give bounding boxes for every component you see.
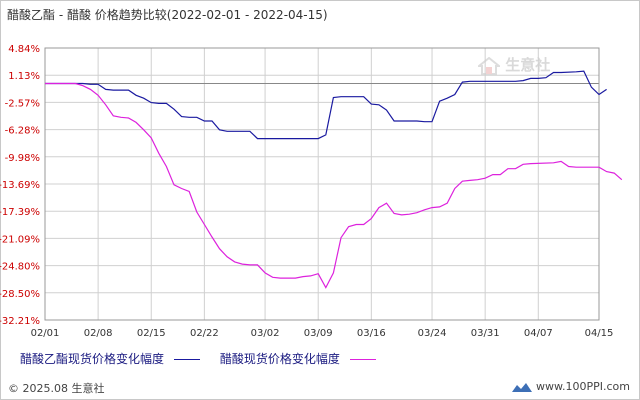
x-axis-ticks: 02/01 02/08 02/15 02/22 03/02 03/09 03/16 03/24… [31,328,614,339]
legend-item-series1: 醋酸乙酯现货价格变化幅度 [20,350,208,367]
x-tick-label: 04/07 [524,328,553,339]
x-tick-label: 02/22 [190,328,219,339]
y-tick-label: -28.50% [0,289,40,300]
watermark: 生意社 [478,54,550,75]
y-tick-label: 1.13% [8,71,40,82]
y-tick-label: -2.57% [5,98,40,109]
x-tick-label: 03/31 [471,328,500,339]
footer-site-url: www.100PPI.com [536,380,630,393]
house-logo-icon [478,56,500,75]
y-tick-label: -17.39% [0,207,40,218]
x-tick-label: 03/02 [251,328,280,339]
x-tick-label: 02/08 [84,328,113,339]
axes [44,47,600,321]
site-logo-icon [512,382,533,392]
y-tick-label: -21.09% [0,234,40,245]
x-tick-label: 04/15 [585,328,614,339]
y-tick-label: -13.69% [0,180,40,191]
series-lines [45,70,623,289]
y-tick-label: -24.80% [0,262,40,273]
y-tick-label: -32.21% [0,316,40,327]
x-tick-label: 03/24 [418,328,447,339]
chart-title: 醋酸乙酯 - 醋酸 价格趋势比较(2022-02-01 - 2022-04-15… [7,8,328,22]
legend-label-series2: 醋酸现货价格变化幅度 [219,352,340,366]
x-tick-label: 02/01 [31,328,60,339]
series-line-1 [45,70,607,140]
y-tick-label: 4.84% [8,44,40,55]
footer-site: www.100PPI.com [511,380,630,393]
legend-swatch-series2 [349,359,376,360]
x-tick-label: 03/16 [357,328,386,339]
y-tick-label: -6.28% [5,126,40,137]
watermark-text: 生意社 [505,56,551,74]
legend: 醋酸乙酯现货价格变化幅度 醋酸现货价格变化幅度 [20,350,392,367]
legend-swatch-series1 [174,359,201,360]
footer-copyright: © 2025.08 生意社 [8,382,105,395]
plot-area-border [44,47,600,321]
legend-label-series1: 醋酸乙酯现货价格变化幅度 [20,352,165,366]
x-tick-label: 02/15 [137,328,166,339]
x-tick-label: 03/09 [304,328,333,339]
legend-item-series2: 醋酸现货价格变化幅度 [220,350,384,367]
y-axis-ticks: 4.84% 1.13% -2.57% -6.28% -9.98% -13.69% -17.3… [0,44,40,327]
grid [44,47,600,321]
y-tick-label: -9.98% [5,153,40,164]
series-line-2 [45,82,623,289]
